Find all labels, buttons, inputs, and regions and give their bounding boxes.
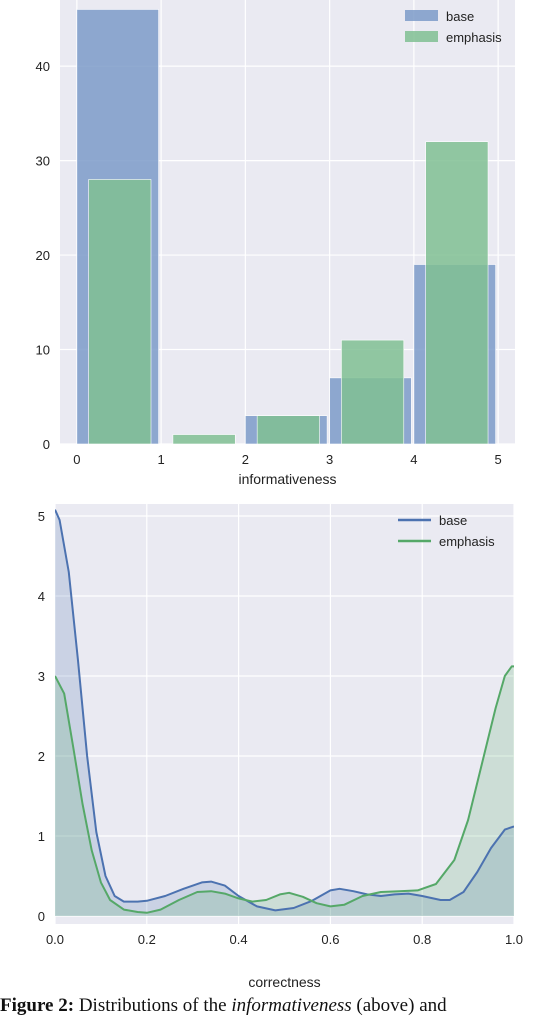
- y-tick-label: 30: [36, 154, 50, 169]
- area-emphasis: [55, 666, 514, 916]
- line-emphasis: [55, 665, 514, 914]
- caption-label: Figure 2:: [0, 996, 75, 1016]
- legend-label-emphasis: emphasis: [439, 534, 495, 549]
- x-tick-label: 0.2: [138, 932, 156, 947]
- y-tick-label: 20: [36, 248, 50, 263]
- x-axis-label: informativeness: [238, 471, 336, 487]
- y-tick-label: 40: [36, 59, 50, 74]
- y-tick-label: 4: [38, 589, 45, 604]
- line-base: [55, 509, 514, 912]
- x-axis-label: correctness: [248, 974, 320, 990]
- bar-emphasis-1: [172, 434, 236, 444]
- bar-emphasis-2: [256, 415, 320, 444]
- x-tick-label: 5: [495, 452, 502, 467]
- y-tick-label: 2: [38, 749, 45, 764]
- legend-swatch-base: [405, 10, 438, 21]
- x-tick-label: 0.8: [413, 932, 431, 947]
- plot-background: [55, 504, 514, 924]
- x-tick-label: 0.6: [321, 932, 339, 947]
- caption-italic: informativeness: [231, 996, 352, 1016]
- legend-label-base: base: [446, 9, 474, 24]
- caption-text-2: (above) and: [351, 996, 447, 1016]
- y-tick-label: 5: [38, 509, 45, 524]
- area-base: [55, 509, 514, 916]
- legend-label-base: base: [439, 513, 467, 528]
- caption-text-1: Distributions of the: [74, 996, 232, 1016]
- x-tick-label: 0.0: [46, 932, 64, 947]
- x-tick-label: 3: [326, 452, 333, 467]
- x-tick-label: 0: [73, 452, 80, 467]
- bar-emphasis-0: [88, 179, 152, 444]
- y-tick-label: 1: [38, 829, 45, 844]
- y-tick-label: 3: [38, 669, 45, 684]
- legend: base emphasis: [398, 513, 495, 549]
- x-tick-label: 0.4: [230, 932, 248, 947]
- chart-panel-2: 0.0 0.2 0.4 0.6 0.8 1.0 0 1 2 3 4 5 correctness base e…: [38, 504, 523, 990]
- bar-emphasis-4: [425, 141, 489, 444]
- legend-label-emphasis: emphasis: [446, 30, 502, 45]
- x-tick-label: 1: [157, 452, 164, 467]
- legend: base emphasis: [405, 9, 502, 45]
- y-tick-label: 0: [38, 909, 45, 924]
- plot-area: [55, 509, 514, 916]
- x-tick-label: 1.0: [505, 932, 523, 947]
- legend-swatch-emphasis: [405, 31, 438, 42]
- x-tick-label: 4: [410, 452, 417, 467]
- figure-caption: Figure 2: Distributions of the informati…: [0, 996, 558, 1016]
- y-tick-label: 0: [43, 437, 50, 452]
- bar-emphasis-3: [341, 339, 405, 444]
- x-tick-label: 2: [242, 452, 249, 467]
- plot-area: [76, 9, 496, 444]
- chart-panel-1: 0 1 2 3 4 5 0 10 20 30 40 informativeness base emphas…: [36, 0, 515, 487]
- y-tick-label: 10: [36, 343, 50, 358]
